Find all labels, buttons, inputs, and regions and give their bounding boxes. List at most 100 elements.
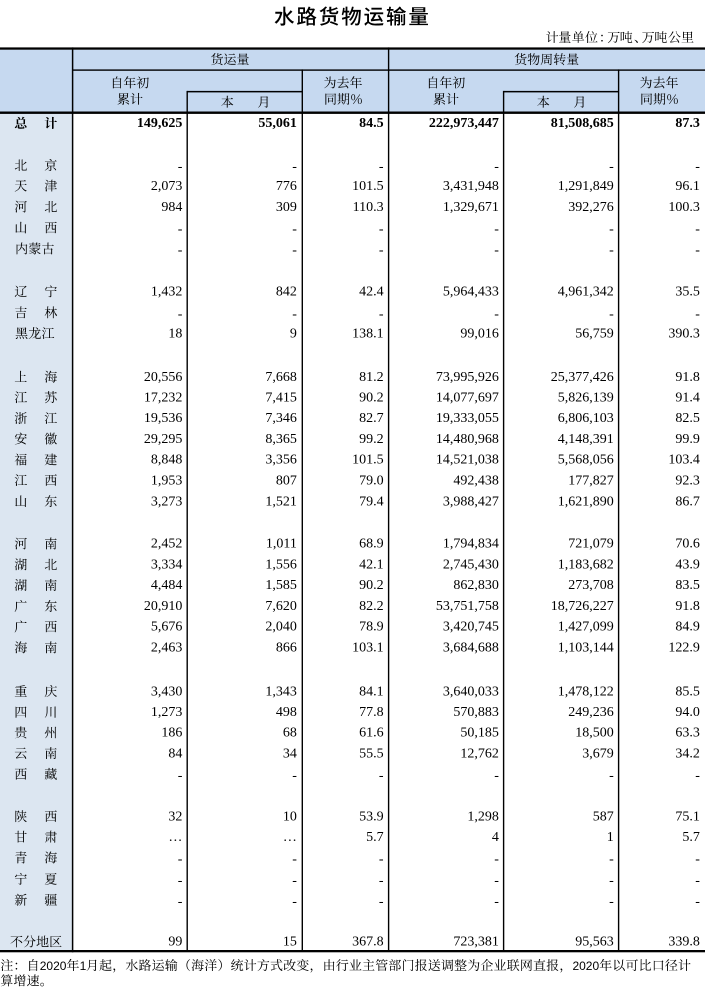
svg-text:7,620: 7,620 xyxy=(265,599,297,614)
svg-text:-: - xyxy=(379,222,384,237)
svg-text:1,343: 1,343 xyxy=(265,684,297,699)
svg-text:721,079: 721,079 xyxy=(568,537,614,552)
svg-text:101.5: 101.5 xyxy=(352,179,384,194)
svg-text:-: - xyxy=(695,307,700,322)
svg-text:5,568,056: 5,568,056 xyxy=(558,453,614,468)
svg-text:-: - xyxy=(292,160,297,175)
svg-text:3,430: 3,430 xyxy=(151,684,183,699)
svg-text:50,185: 50,185 xyxy=(460,726,499,741)
svg-text:-: - xyxy=(494,222,499,237)
svg-text:3,679: 3,679 xyxy=(582,746,614,761)
svg-text:-: - xyxy=(609,894,614,909)
svg-text:249,236: 249,236 xyxy=(568,705,614,720)
svg-text:3,431,948: 3,431,948 xyxy=(443,179,499,194)
svg-text:-: - xyxy=(178,852,183,867)
svg-text:4,148,391: 4,148,391 xyxy=(558,432,614,447)
svg-text:-: - xyxy=(609,222,614,237)
svg-text:78.9: 78.9 xyxy=(359,620,384,635)
svg-text:1,329,671: 1,329,671 xyxy=(443,200,499,215)
svg-text:15: 15 xyxy=(283,935,297,950)
svg-text:19,333,055: 19,333,055 xyxy=(436,411,499,426)
svg-text:99.9: 99.9 xyxy=(675,432,700,447)
svg-text:122.9: 122.9 xyxy=(668,641,700,656)
svg-text:8,365: 8,365 xyxy=(265,432,297,447)
svg-text:12,762: 12,762 xyxy=(460,746,499,761)
svg-text:3,988,427: 3,988,427 xyxy=(443,494,499,509)
svg-text:90.2: 90.2 xyxy=(359,578,384,593)
svg-text:492,438: 492,438 xyxy=(453,473,499,488)
svg-text:-: - xyxy=(494,873,499,888)
svg-text:309: 309 xyxy=(276,200,297,215)
svg-text:3,356: 3,356 xyxy=(265,453,297,468)
svg-text:842: 842 xyxy=(276,285,297,300)
svg-text:862,830: 862,830 xyxy=(453,578,499,593)
svg-text:-: - xyxy=(178,873,183,888)
svg-text:7,346: 7,346 xyxy=(265,411,297,426)
svg-text:82.5: 82.5 xyxy=(675,411,700,426)
svg-text:1: 1 xyxy=(607,830,614,845)
svg-text:-: - xyxy=(494,243,499,258)
svg-text:-: - xyxy=(292,873,297,888)
svg-text:75.1: 75.1 xyxy=(675,809,700,824)
svg-text:-: - xyxy=(292,307,297,322)
svg-text:-: - xyxy=(695,222,700,237)
svg-text:-: - xyxy=(494,768,499,783)
svg-text:42.1: 42.1 xyxy=(359,558,384,573)
svg-text:77.8: 77.8 xyxy=(359,705,384,720)
svg-text:-: - xyxy=(379,894,384,909)
svg-text:68: 68 xyxy=(283,726,297,741)
svg-text:90.2: 90.2 xyxy=(359,390,384,405)
svg-text:570,883: 570,883 xyxy=(453,705,499,720)
svg-text:-: - xyxy=(379,852,384,867)
svg-text:-: - xyxy=(609,243,614,258)
svg-text:273,708: 273,708 xyxy=(568,578,614,593)
svg-text:1,183,682: 1,183,682 xyxy=(558,558,614,573)
svg-text:1,427,099: 1,427,099 xyxy=(558,620,614,635)
svg-text:5,826,139: 5,826,139 xyxy=(558,390,614,405)
svg-text:-: - xyxy=(178,160,183,175)
svg-text:222,973,447: 222,973,447 xyxy=(429,116,499,131)
svg-text:-: - xyxy=(494,894,499,909)
svg-text:9: 9 xyxy=(290,326,297,341)
svg-text:92.3: 92.3 xyxy=(675,473,700,488)
svg-text:3,640,033: 3,640,033 xyxy=(443,684,499,699)
svg-text:-: - xyxy=(178,307,183,322)
svg-text:29,295: 29,295 xyxy=(144,432,183,447)
svg-text:-: - xyxy=(494,160,499,175)
svg-text:-: - xyxy=(609,160,614,175)
svg-text:87.3: 87.3 xyxy=(675,116,700,131)
svg-text:94.0: 94.0 xyxy=(675,705,700,720)
svg-text:100.3: 100.3 xyxy=(668,200,700,215)
svg-text:2,745,430: 2,745,430 xyxy=(443,558,499,573)
svg-text:-: - xyxy=(178,243,183,258)
svg-text:42.4: 42.4 xyxy=(359,285,384,300)
svg-text:6,806,103: 6,806,103 xyxy=(558,411,614,426)
svg-text:5,964,433: 5,964,433 xyxy=(443,285,499,300)
svg-text:2,073: 2,073 xyxy=(151,179,183,194)
svg-text:-: - xyxy=(292,852,297,867)
svg-text:1,556: 1,556 xyxy=(265,558,297,573)
svg-text:86.7: 86.7 xyxy=(675,494,700,509)
svg-text:84.1: 84.1 xyxy=(359,684,384,699)
svg-text:91.8: 91.8 xyxy=(675,370,700,385)
svg-text:-: - xyxy=(379,160,384,175)
svg-text:20,556: 20,556 xyxy=(144,370,183,385)
svg-text:1,521: 1,521 xyxy=(265,494,297,509)
svg-text:2,040: 2,040 xyxy=(265,620,297,635)
svg-text:68.9: 68.9 xyxy=(359,537,384,552)
svg-text:587: 587 xyxy=(593,809,614,824)
svg-text:-: - xyxy=(609,768,614,783)
svg-text:-: - xyxy=(695,160,700,175)
svg-text:1,621,890: 1,621,890 xyxy=(558,494,614,509)
svg-text:1,794,834: 1,794,834 xyxy=(443,537,499,552)
svg-text:5,676: 5,676 xyxy=(151,620,183,635)
svg-text:84: 84 xyxy=(168,746,182,761)
svg-text:776: 776 xyxy=(276,179,297,194)
svg-text:7,415: 7,415 xyxy=(265,390,297,405)
svg-text:4,484: 4,484 xyxy=(151,578,183,593)
svg-text:-: - xyxy=(292,894,297,909)
svg-text:390.3: 390.3 xyxy=(668,326,700,341)
svg-text:723,381: 723,381 xyxy=(453,935,499,950)
svg-text:177,827: 177,827 xyxy=(568,473,614,488)
svg-text:-: - xyxy=(178,894,183,909)
